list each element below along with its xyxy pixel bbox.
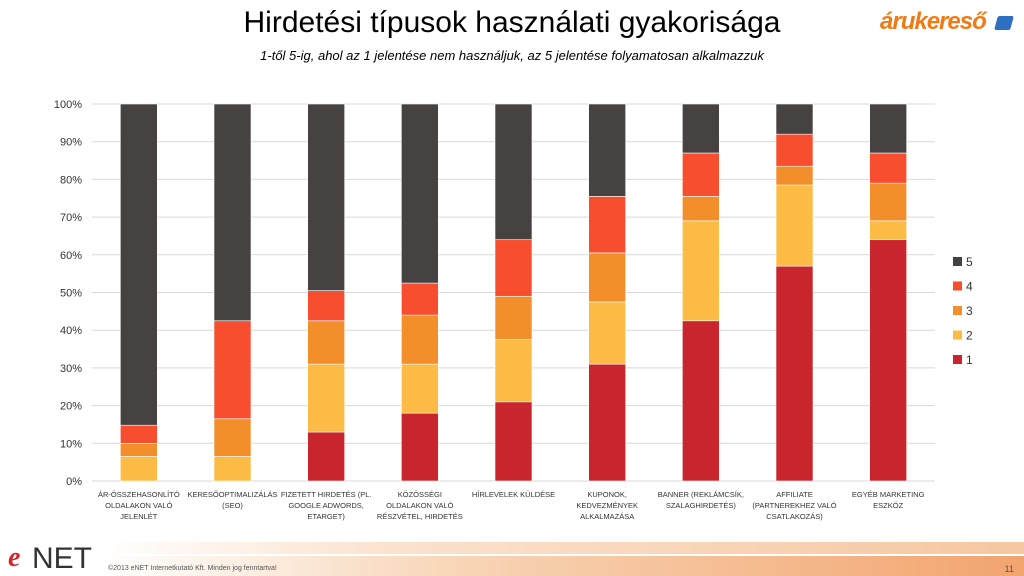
legend-label: 1 (966, 353, 973, 367)
bar-segment (588, 103, 626, 197)
y-tick-label: 40% (60, 325, 82, 337)
legend-label: 3 (966, 304, 973, 318)
bar-segment (120, 442, 158, 457)
x-tick-label: GOOGLE ADWORDS, (288, 501, 363, 510)
x-tick-label: CSATLAKOZÁS) (766, 512, 823, 521)
bar-segment (494, 339, 533, 403)
bar-segment (869, 182, 907, 222)
x-tick-label: KEDVEZMÉNYEK (576, 501, 638, 510)
x-tick-label: JELENLÉT (120, 512, 158, 521)
x-tick-label: RÉSZVÉTEL, HIRDETÉS (377, 512, 463, 521)
bar-segment (869, 239, 907, 482)
y-tick-label: 30% (60, 363, 82, 375)
bar-segment (213, 103, 252, 322)
bar-segment (775, 133, 814, 167)
legend-swatch (953, 330, 962, 340)
x-tick-label: KERESŐOPTIMALIZÁLÁS (187, 490, 277, 499)
x-tick-label: ETARGET) (307, 512, 345, 521)
legend-swatch (953, 306, 962, 315)
bar-segment (307, 320, 345, 365)
bar-segment (588, 301, 626, 365)
arukereso-logo-text: árukereső (880, 8, 987, 35)
y-tick-label: 90% (60, 137, 82, 149)
legend-swatch (953, 257, 962, 266)
x-tick-label: AFFILIATE (776, 490, 813, 499)
bar-segment (869, 220, 907, 241)
x-tick-label: BANNER (REKLÁMCSÍK, (658, 490, 744, 499)
bar-segment (401, 103, 439, 284)
legend-swatch (953, 281, 962, 291)
page-number: 11 (1004, 564, 1014, 574)
bar-segment (307, 431, 345, 482)
copyright-text: ©2013 eNET Internetkutató Kft. Minden jo… (108, 565, 277, 572)
bar-segment (120, 103, 158, 426)
enet-logo-net: NET (32, 542, 92, 575)
bar-segment (213, 418, 252, 457)
y-tick-label: 80% (60, 174, 82, 186)
x-tick-label: FIZETETT HIRDETÉS (PL. (281, 490, 372, 499)
x-tick-label: SZALAGHIRDETÉS) (666, 501, 737, 510)
bar-segment (494, 295, 533, 340)
x-tick-label: (PARTNEREKHEZ VALÓ (752, 501, 836, 510)
y-tick-label: 60% (60, 250, 82, 262)
x-tick-label: KUPONOK, (587, 490, 627, 499)
bar-segment (494, 239, 533, 297)
legend-label: 2 (966, 329, 973, 343)
bar-segment (588, 252, 626, 303)
x-tick-label: ESZKÖZ (873, 501, 903, 510)
y-tick-label: 10% (60, 438, 82, 450)
x-tick-label: ALKALMAZÁSA (580, 512, 634, 521)
bar-segment (775, 184, 814, 267)
arukereso-logo: árukereső (880, 8, 1016, 38)
footer-band (0, 540, 1024, 576)
y-tick-label: 50% (60, 288, 82, 300)
bar-segment (775, 265, 814, 482)
bar-segment (682, 152, 720, 197)
bar-segment (401, 282, 439, 316)
x-tick-label: OLDALAKON VALÓ (105, 501, 173, 510)
enet-logo: e NET (6, 540, 98, 576)
x-tick-label: ÁR-ÖSSZEHASONLÍTÓ (98, 490, 180, 499)
chart-subtitle: 1-től 5-ig, ahol az 1 jelentése nem hasz… (260, 48, 764, 63)
x-tick-label: EGYÉB MARKETING (852, 490, 925, 499)
enet-logo-e: e (8, 542, 21, 573)
footer-stripe-bottom (100, 556, 1024, 576)
bar-segment (307, 290, 345, 322)
bar-segment (494, 401, 533, 482)
x-tick-label: (SEO) (222, 501, 243, 510)
stacked-bar-chart: 0% 10% 20% 30% 40% 50% 60% 70% 80% 90% 100% ÁR-ÖSSZ… (54, 99, 973, 521)
bar-segment (588, 196, 626, 254)
legend-swatch (953, 355, 962, 364)
y-tick-label: 100% (54, 99, 82, 111)
x-tick-label: HÍRLEVELEK KÜLDÉSE (472, 490, 555, 499)
chart-title: Hirdetési típusok használati gyakorisága (243, 6, 781, 39)
legend-label: 5 (966, 255, 973, 269)
bar-segment (869, 103, 907, 154)
bar-segment (494, 103, 533, 241)
bar-segment (401, 412, 439, 482)
x-tick-label: OLDALAKON VALÓ (386, 501, 454, 510)
bar-segment (401, 363, 439, 414)
bar-segment (120, 424, 158, 444)
y-tick-label: 70% (60, 212, 82, 224)
bar-segment (775, 103, 814, 135)
bar-segment (682, 320, 720, 482)
bar-segment (682, 103, 720, 154)
bar-segment (401, 314, 439, 365)
y-tick-label: 0% (66, 476, 82, 488)
bar-segment (307, 363, 345, 433)
bar-segment (213, 320, 252, 420)
bar-segment (307, 103, 345, 291)
bar-segment (682, 220, 720, 322)
footer-stripe-top (100, 542, 1024, 554)
legend-label: 4 (966, 280, 973, 294)
bar-segment (775, 165, 814, 186)
bar-segment (869, 152, 907, 184)
bar-segment (682, 196, 720, 222)
bar-segment (588, 363, 626, 482)
y-tick-label: 20% (60, 401, 82, 413)
bar-segment (213, 456, 252, 482)
bar-segment (120, 456, 158, 482)
x-tick-label: KÖZÖSSÉGI (398, 490, 442, 499)
